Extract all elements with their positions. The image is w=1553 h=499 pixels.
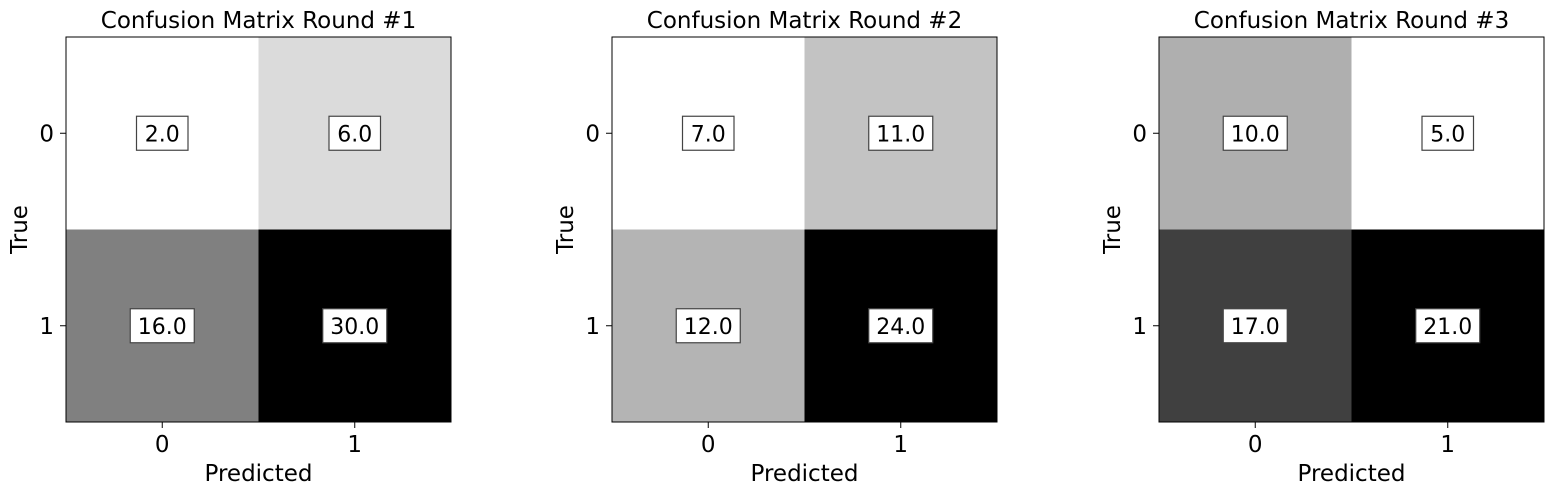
cell-value-label: 7.0	[691, 122, 726, 147]
x-axis-label: Predicted	[1298, 461, 1406, 487]
y-tick-label: 0	[39, 121, 54, 147]
x-tick-label: 0	[1248, 432, 1263, 458]
cell-value-label: 10.0	[1231, 122, 1280, 147]
y-axis-label: True	[553, 205, 579, 255]
cell-value-label: 5.0	[1430, 122, 1465, 147]
y-tick-label: 0	[1132, 121, 1147, 147]
x-tick-label: 0	[155, 432, 170, 458]
cell-label-box	[129, 308, 195, 344]
cell-value-label: 30.0	[330, 315, 379, 340]
y-tick-label: 1	[585, 314, 600, 340]
y-tick-label: 1	[39, 314, 54, 340]
x-tick-label: 0	[701, 432, 716, 458]
cell-label-box	[1222, 308, 1288, 344]
axes-frame	[65, 36, 452, 423]
x-axis-label: Predicted	[751, 461, 859, 487]
y-axis-label: True	[7, 205, 33, 255]
cell-value-label: 2.0	[145, 122, 180, 147]
cell-value-label: 12.0	[684, 315, 733, 340]
cell-value-label: 16.0	[138, 315, 187, 340]
cell-label-box	[675, 308, 741, 344]
cell-label-box	[868, 115, 934, 151]
cell-label-box	[322, 308, 388, 344]
cell-value-label: 21.0	[1423, 315, 1472, 340]
x-tick-label: 1	[347, 432, 362, 458]
cell-value-label: 24.0	[876, 315, 925, 340]
chart-title: Confusion Matrix Round #2	[647, 8, 962, 34]
axes-frame	[611, 36, 998, 423]
x-tick-label: 1	[1440, 432, 1455, 458]
x-axis-label: Predicted	[205, 461, 313, 487]
cell-label-box	[135, 115, 189, 151]
cell-label-box	[328, 115, 382, 151]
chart-title: Confusion Matrix Round #1	[101, 8, 416, 34]
cell-label-box	[1415, 308, 1481, 344]
chart-title: Confusion Matrix Round #3	[1194, 8, 1509, 34]
cell-value-label: 17.0	[1231, 315, 1280, 340]
cell-value-label: 11.0	[876, 122, 925, 147]
cell-label-box	[868, 308, 934, 344]
cell-value-label: 6.0	[337, 122, 372, 147]
cell-label-box	[1421, 115, 1475, 151]
y-axis-label: True	[1100, 205, 1126, 255]
axes-frame	[1158, 36, 1545, 423]
cell-label-box	[1222, 115, 1288, 151]
y-tick-label: 1	[1132, 314, 1147, 340]
cell-label-box	[681, 115, 735, 151]
y-tick-label: 0	[585, 121, 600, 147]
x-tick-label: 1	[893, 432, 908, 458]
